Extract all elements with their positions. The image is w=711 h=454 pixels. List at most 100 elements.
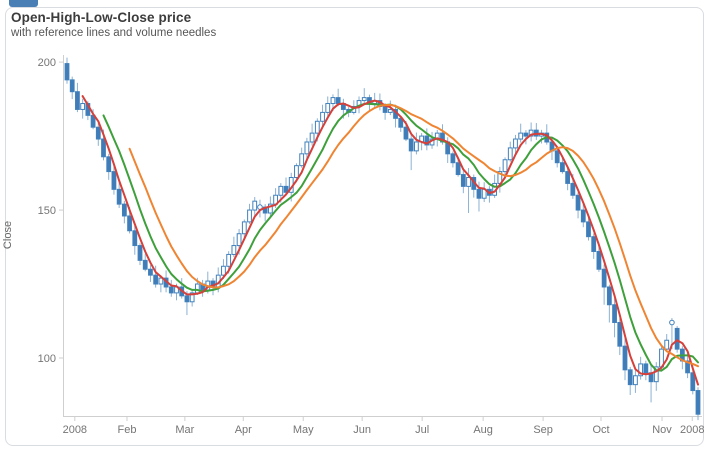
candle-body: [153, 274, 159, 285]
candle-body: [320, 111, 325, 122]
candle-body: [278, 185, 284, 196]
candle-body: [142, 259, 148, 270]
candle-body: [75, 91, 80, 110]
x-tick-label: Nov: [652, 424, 672, 436]
candle-body: [267, 203, 273, 214]
x-tick-label: Sep: [533, 424, 553, 436]
candle-body: [335, 97, 341, 105]
candle-body: [221, 265, 226, 276]
candle-body: [502, 159, 508, 173]
candle-body: [424, 135, 430, 146]
candle-body: [513, 138, 518, 149]
x-tick-label: May: [293, 424, 314, 436]
candle-body: [64, 63, 70, 81]
candle-body: [638, 363, 644, 377]
candle-body: [507, 147, 513, 161]
candle-body: [523, 132, 529, 137]
candle-body: [617, 321, 623, 347]
candle-body: [137, 245, 143, 261]
candle-body: [252, 200, 258, 211]
candle-body: [633, 375, 638, 386]
candle-body: [440, 132, 445, 143]
candle-body: [80, 103, 86, 110]
candle-body: [241, 221, 247, 235]
candle-body: [247, 209, 252, 223]
x-tick-label: Aug: [473, 424, 493, 436]
candle-body: [560, 162, 565, 173]
corner-tab: [9, 0, 38, 7]
candle-body: [643, 363, 649, 374]
candle-body: [299, 153, 305, 167]
candle-body: [664, 339, 670, 350]
doji-marker: [669, 319, 675, 326]
y-tick-label: 100: [38, 353, 56, 365]
candle-body: [575, 194, 581, 211]
candle-body: [127, 215, 132, 232]
chart-title: Open-High-Low-Close price: [11, 10, 192, 25]
candle-body: [455, 162, 461, 176]
candle-body: [606, 286, 612, 306]
candle-body: [450, 153, 456, 164]
x-tick-label: Oct: [592, 424, 609, 436]
candle-body: [231, 245, 237, 255]
candle-body: [116, 188, 122, 205]
y-tick-label: 150: [38, 205, 56, 217]
candle-body: [518, 132, 524, 140]
candles-layer[interactable]: [64, 57, 701, 421]
candle-body: [382, 105, 388, 113]
candle-body: [158, 277, 164, 285]
y-tick-label: 200: [38, 57, 56, 69]
candle-body: [361, 97, 367, 102]
candle-body: [685, 360, 690, 374]
y-axis-title: Close: [2, 221, 14, 249]
candle-body: [325, 103, 331, 113]
candle-body: [121, 203, 127, 217]
chart-subtitle: with reference lines and volume needles: [11, 27, 217, 39]
candle-body: [570, 182, 576, 196]
x-tick-label: Jun: [353, 424, 371, 436]
candle-body: [612, 304, 617, 323]
candle-body: [622, 345, 628, 371]
candle-body: [695, 390, 701, 415]
candle-body: [69, 79, 75, 93]
candle-body: [106, 156, 112, 173]
candle-body: [586, 221, 591, 238]
candle-body: [387, 108, 393, 113]
candle-body: [168, 286, 174, 294]
candle-body: [528, 129, 534, 137]
ma-line-long: [128, 103, 699, 368]
x-tick-label: Feb: [117, 424, 136, 436]
candle-body: [189, 292, 195, 303]
candle-body: [408, 138, 414, 152]
axes: 100 150 200 2008 Feb Mar Apr May Jun Jul Aug Sep Oct…: [38, 55, 705, 436]
candle-body: [111, 171, 117, 190]
candle-body: [309, 132, 315, 143]
candle-body: [466, 177, 471, 187]
ma-line-short: [81, 95, 699, 386]
x-tick-label: Apr: [235, 424, 252, 436]
candle-body: [148, 268, 153, 276]
candle-body: [226, 253, 232, 267]
candle-body: [653, 366, 659, 383]
candle-body: [132, 230, 138, 247]
candle-body: [101, 138, 106, 158]
candle-body: [476, 188, 482, 199]
candle-body: [596, 250, 602, 270]
candle-body: [413, 141, 419, 152]
ma-line-medium: [102, 102, 699, 372]
candle-body: [674, 327, 680, 350]
candle-body: [580, 209, 586, 223]
candle-body: [460, 174, 466, 187]
x-tick-label: 2008: [680, 424, 704, 436]
candle-body: [690, 372, 696, 392]
candle-body: [283, 185, 289, 193]
candle-body: [314, 120, 320, 134]
candle-body: [330, 97, 336, 105]
candle-body: [565, 171, 571, 184]
x-tick-label: Jul: [415, 424, 429, 436]
x-tick-label: 2008: [63, 424, 87, 436]
candle-body: [601, 268, 607, 288]
candle-body: [403, 126, 409, 140]
candle-body: [236, 233, 242, 247]
